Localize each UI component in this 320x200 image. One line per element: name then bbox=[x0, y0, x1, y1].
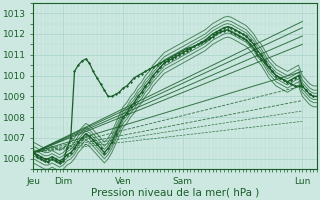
X-axis label: Pression niveau de la mer( hPa ): Pression niveau de la mer( hPa ) bbox=[91, 187, 260, 197]
